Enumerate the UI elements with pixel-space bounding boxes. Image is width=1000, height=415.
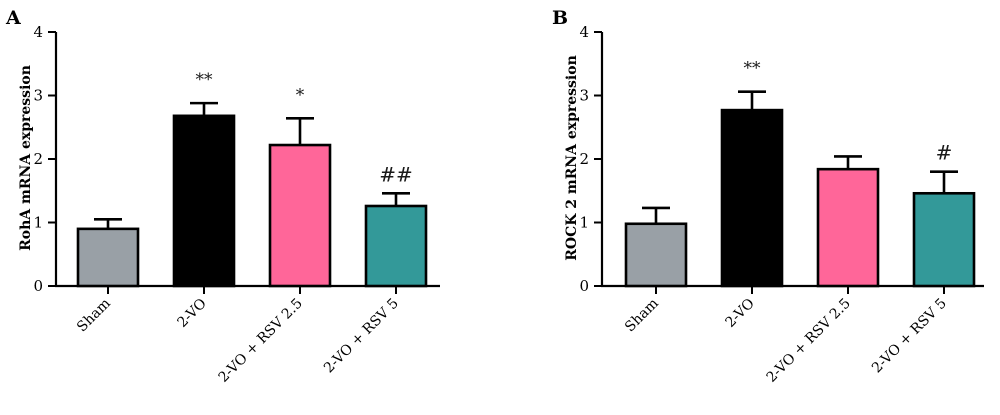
y-axis-label: RohA mRNA expression: [18, 65, 34, 251]
significance-label: ##: [379, 162, 413, 186]
significance-label: *: [296, 85, 305, 105]
y-tick-label: 3: [33, 87, 43, 105]
y-tick-label: 2: [33, 150, 43, 168]
significance-label: **: [196, 70, 214, 90]
x-tick-label: 2-VO + RSV 2.5: [216, 296, 306, 386]
x-tick-label: 2-VO + RSV 5: [321, 296, 402, 377]
bar-2-vo: [720, 108, 784, 288]
y-tick-label: 1: [579, 214, 589, 232]
x-tick-label: 2-VO + RSV 2.5: [764, 296, 854, 386]
y-tick-label: 0: [579, 277, 589, 295]
bar-2-vo-rsv-2-5: [268, 143, 332, 288]
y-tick-label: 3: [579, 87, 589, 105]
y-tick-label: 1: [33, 214, 43, 232]
y-tick-label: 4: [33, 23, 43, 41]
panel-a: A RohA mRNA expression 0 1 2 3 4 Sham 2-VO ** 2-…: [5, 7, 440, 386]
bar-2-vo: [172, 114, 236, 288]
panel-b: B ROCK 2 mRNA expression 0 1 2 3 4 Sham 2-VO **…: [552, 7, 984, 386]
y-tick-label: 4: [579, 23, 589, 41]
x-tick-label: Sham: [622, 296, 662, 336]
y-tick-label: 2: [579, 150, 589, 168]
bar-2-vo-rsv-2-5: [816, 167, 880, 288]
panel-letter: A: [5, 7, 21, 29]
significance-label: #: [936, 141, 953, 165]
x-tick-label: Sham: [74, 296, 114, 336]
bar-sham: [76, 227, 140, 288]
bar-sham: [624, 222, 688, 288]
x-tick-label: 2-VO + RSV 5: [869, 296, 950, 377]
y-tick-label: 0: [33, 277, 43, 295]
plot-area: 0 1 2 3 4 Sham 2-VO ** 2-VO + RSV 2.5 2-VO + RSV …: [579, 23, 984, 386]
bar-2-vo-rsv-5: [364, 204, 428, 288]
significance-label: **: [744, 59, 762, 79]
x-tick-label: 2-VO: [722, 296, 757, 331]
y-axis-label: ROCK 2 mRNA expression: [564, 55, 580, 261]
bar-2-vo-rsv-5: [912, 191, 976, 288]
panel-letter: B: [552, 7, 568, 29]
plot-area: 0 1 2 3 4 Sham 2-VO ** 2-VO + RSV 2.5 * 2-VO + RSV…: [33, 23, 440, 386]
x-tick-label: 2-VO: [174, 296, 209, 331]
